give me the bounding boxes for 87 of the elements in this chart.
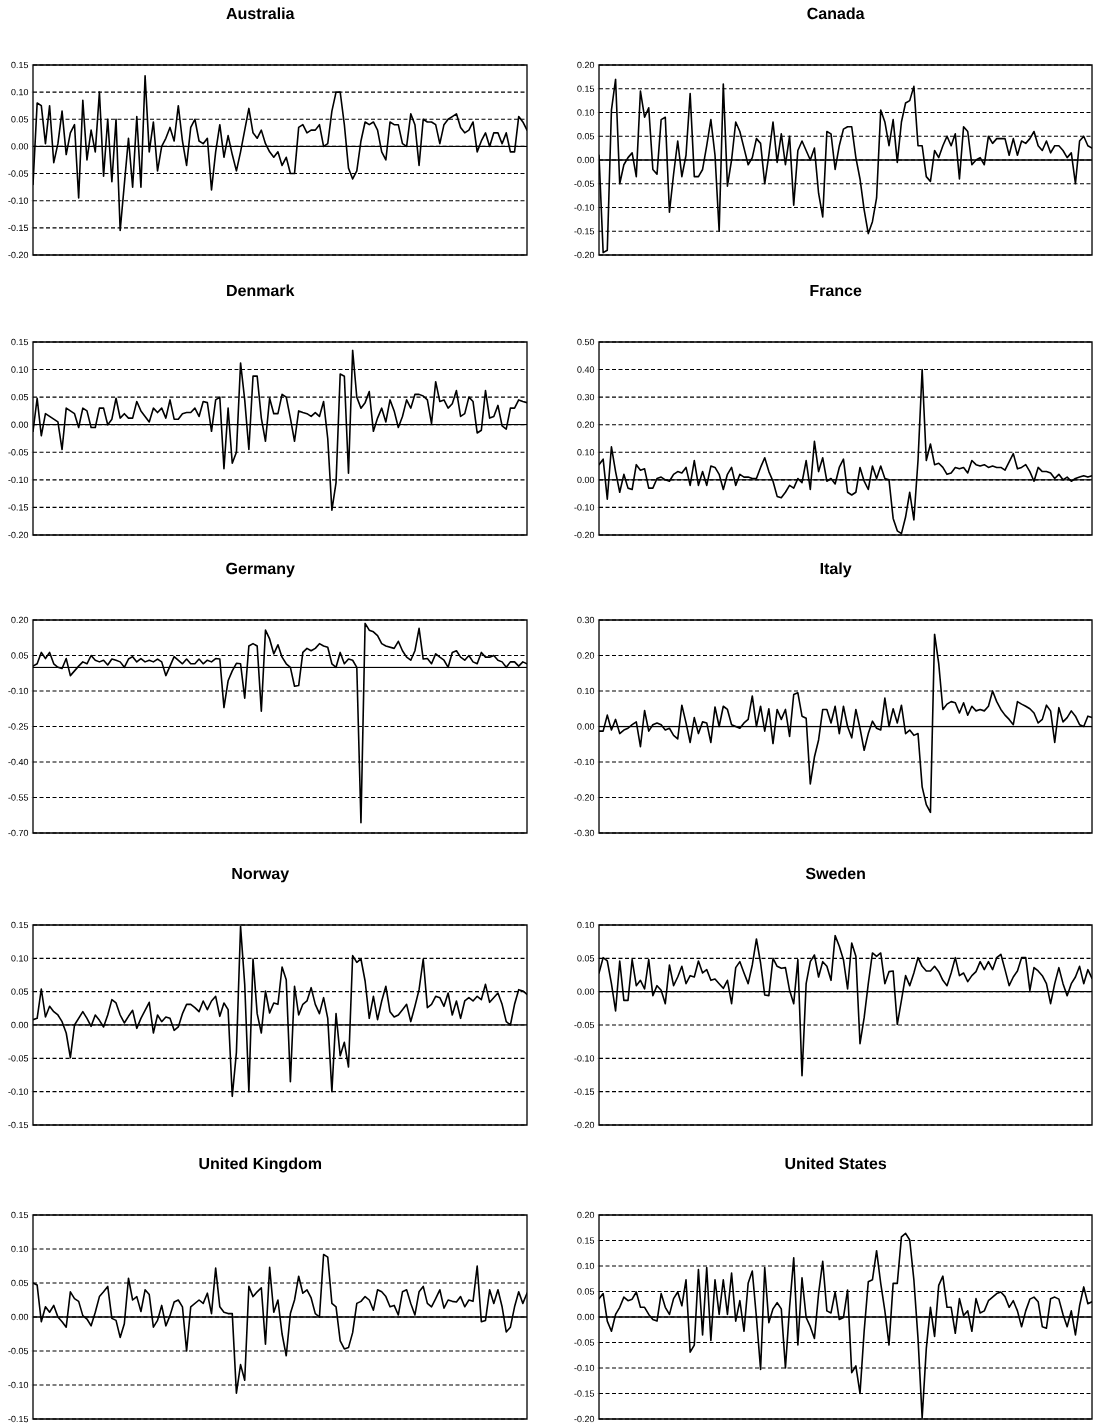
y-tick-label: -0.05 xyxy=(8,1347,29,1355)
y-tick-label: -0.20 xyxy=(574,1121,595,1129)
y-tick-label: -0.40 xyxy=(8,758,29,766)
y-tick-label: -0.20 xyxy=(574,794,595,801)
y-tick-label: 0.05 xyxy=(577,133,595,140)
y-tick-label: 0.10 xyxy=(577,921,595,929)
y-tick-label: 0.05 xyxy=(11,1279,29,1287)
y-tick-label: 0.15 xyxy=(11,921,29,929)
y-tick-label: 0.10 xyxy=(11,366,29,373)
y-tick-label: 0.10 xyxy=(577,1262,595,1270)
y-tick-label: 0.15 xyxy=(11,338,29,346)
chart-title: Australia xyxy=(226,7,295,20)
y-tick-label: 0.00 xyxy=(577,723,595,730)
y-tick-label: -0.10 xyxy=(8,476,29,484)
y-tick-label: 0.20 xyxy=(577,652,595,659)
y-tick-label: -0.10 xyxy=(574,504,595,511)
y-tick-label: 0.00 xyxy=(11,421,29,428)
y-tick-label: 0.15 xyxy=(11,61,29,69)
chart-title: France xyxy=(810,284,862,297)
y-tick-label: 0.10 xyxy=(11,1245,29,1253)
y-tick-label: -0.20 xyxy=(8,251,29,259)
y-tick-label: 0.20 xyxy=(11,616,29,624)
y-tick-label: -0.05 xyxy=(574,1339,595,1346)
y-tick-label: -0.30 xyxy=(574,829,595,837)
y-tick-label: -0.10 xyxy=(8,687,29,695)
y-tick-label: 0.00 xyxy=(11,1021,29,1029)
y-tick-label: -0.05 xyxy=(574,180,595,187)
chart-title: Italy xyxy=(820,562,852,578)
y-tick-label: -0.15 xyxy=(8,224,29,232)
y-tick-label: 0.00 xyxy=(577,988,595,995)
y-tick-label: 0.05 xyxy=(11,393,29,401)
chart-title: United Kingdom xyxy=(199,1157,322,1173)
chart-title: United States xyxy=(785,1157,887,1170)
y-tick-label: -0.10 xyxy=(8,197,29,204)
y-tick-label: 0.05 xyxy=(11,116,29,123)
y-tick-label: 0.10 xyxy=(11,88,29,96)
y-tick-label: 0.00 xyxy=(577,1313,595,1321)
y-tick-label: -0.15 xyxy=(574,228,595,235)
y-tick-label: -0.15 xyxy=(8,1415,29,1423)
y-tick-label: 0.10 xyxy=(577,109,595,116)
y-tick-label: -0.10 xyxy=(574,758,595,766)
y-tick-label: 0.30 xyxy=(577,616,595,624)
y-tick-label: -0.10 xyxy=(574,1364,595,1372)
y-tick-label: -0.05 xyxy=(8,1055,29,1062)
y-tick-label: -0.05 xyxy=(8,449,29,456)
y-tick-label: -0.10 xyxy=(8,1381,29,1389)
y-tick-label: -0.10 xyxy=(574,204,595,211)
chart-title: Sweden xyxy=(805,867,865,880)
y-tick-label: 0.15 xyxy=(577,85,595,92)
y-tick-label: 0.20 xyxy=(577,61,595,69)
y-tick-label: -0.20 xyxy=(574,1415,595,1423)
chart-title: Canada xyxy=(807,7,865,20)
y-tick-label: -0.20 xyxy=(8,531,29,539)
y-tick-label: 0.20 xyxy=(577,421,595,428)
y-tick-label: -0.15 xyxy=(8,504,29,511)
y-tick-label: -0.10 xyxy=(8,1088,29,1095)
chart-title: Norway xyxy=(232,867,290,883)
y-tick-label: 0.40 xyxy=(577,366,595,373)
y-tick-label: 0.10 xyxy=(11,955,29,962)
chart-title: Germany xyxy=(226,562,295,578)
y-tick-label: -0.15 xyxy=(574,1088,595,1095)
y-tick-label: -0.10 xyxy=(574,1055,595,1062)
y-tick-label: 0.00 xyxy=(11,1313,29,1321)
y-tick-label: 0.30 xyxy=(577,393,595,401)
y-tick-label: -0.05 xyxy=(574,1021,595,1029)
y-tick-label: -0.15 xyxy=(8,1121,29,1129)
y-tick-label: -0.15 xyxy=(574,1390,595,1397)
y-tick-label: 0.05 xyxy=(11,988,29,995)
y-tick-label: -0.55 xyxy=(8,794,29,801)
y-tick-label: -0.25 xyxy=(8,723,29,730)
y-tick-label: 0.15 xyxy=(577,1237,595,1244)
y-tick-label: 0.00 xyxy=(11,143,29,150)
y-tick-label: 0.15 xyxy=(11,1211,29,1219)
y-tick-label: 0.05 xyxy=(11,652,29,659)
y-tick-label: -0.70 xyxy=(8,829,29,837)
y-tick-label: 0.00 xyxy=(577,476,595,484)
y-tick-label: -0.20 xyxy=(574,251,595,259)
y-tick-label: 0.10 xyxy=(577,687,595,695)
y-tick-label: 0.10 xyxy=(577,449,595,456)
y-tick-label: 0.50 xyxy=(577,338,595,346)
y-tick-label: 0.05 xyxy=(577,955,595,962)
y-tick-label: 0.20 xyxy=(577,1211,595,1219)
y-tick-label: 0.00 xyxy=(577,156,595,164)
y-tick-label: -0.05 xyxy=(8,170,29,177)
y-tick-label: -0.20 xyxy=(574,531,595,539)
chart-title: Denmark xyxy=(227,284,295,297)
y-tick-label: 0.05 xyxy=(577,1288,595,1295)
